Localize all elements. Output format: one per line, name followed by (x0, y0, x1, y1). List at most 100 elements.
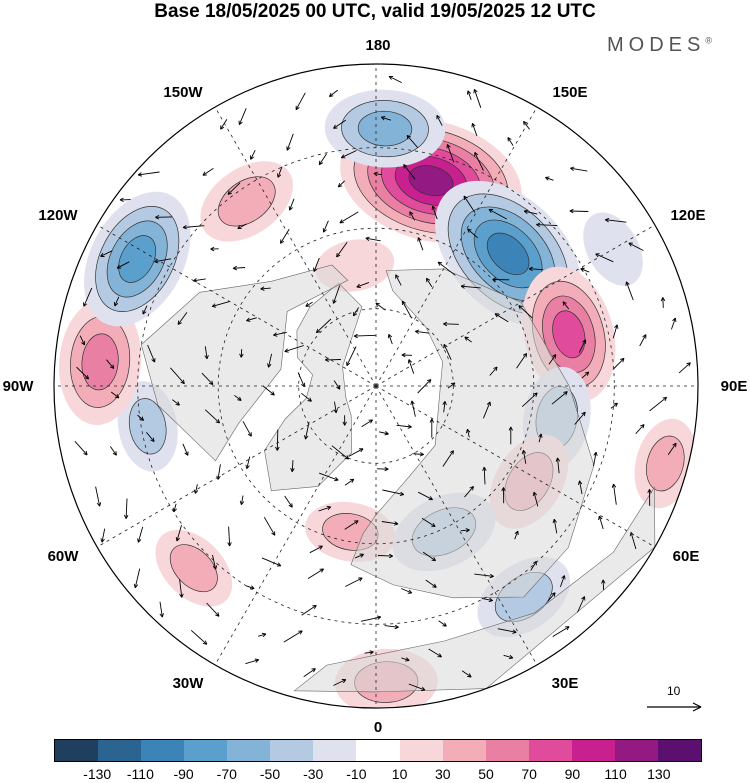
anomaly-contour (118, 235, 157, 283)
wind-arrow (605, 219, 627, 223)
wind-arrowhead (334, 476, 339, 482)
wind-arrow (523, 121, 530, 130)
wind-arrow (177, 312, 188, 325)
landmass (264, 282, 363, 492)
wind-arrowhead (112, 451, 117, 456)
wind-arrowhead (220, 125, 225, 130)
wind-arrowhead (184, 451, 189, 456)
wind-arrowhead (523, 209, 529, 214)
wind-arrow (382, 489, 404, 496)
wind-arrowhead (237, 225, 242, 230)
wind-arrowhead (469, 485, 474, 491)
wind-arrow (146, 432, 155, 442)
wind-arrowhead (368, 419, 373, 424)
wind-arrowhead (175, 537, 181, 542)
wind-arrow (514, 530, 519, 540)
colorbar-segment (614, 740, 658, 761)
wind-arrowhead (340, 154, 346, 159)
wind-arrow (378, 431, 389, 435)
wind-arrow (602, 579, 605, 591)
wind-arrow (341, 150, 357, 159)
wind-arrowhead (387, 333, 393, 339)
wind-arrowhead (250, 155, 255, 160)
wind-arrow (206, 602, 220, 617)
lon-label-90w: 90W (3, 378, 35, 395)
wind-arrowhead (625, 281, 630, 286)
wind-arrow (432, 205, 438, 220)
wind-arrowhead (429, 418, 435, 423)
wind-arrowhead (595, 253, 600, 258)
wind-arrowhead (142, 310, 147, 315)
wind-arrowhead (471, 122, 476, 128)
wind-arrowhead (318, 545, 323, 550)
lon-label-120w: 120W (38, 207, 78, 224)
wind-arrow (524, 210, 538, 215)
wind-arrowhead (96, 502, 102, 507)
colorbar-tick-label: 10 (391, 766, 408, 782)
wind-arrowhead (428, 496, 433, 501)
wind-arrowhead (328, 92, 334, 98)
wind-arrow (467, 228, 478, 239)
wind-arrow (411, 400, 416, 417)
wind-arrow (545, 176, 554, 181)
wind-arrowhead (584, 371, 590, 376)
wind-arrowhead (212, 565, 218, 570)
wind-arrowhead (295, 105, 300, 111)
wind-arrowhead (172, 507, 177, 513)
wind-arrow (579, 480, 583, 495)
wind-arrowhead (465, 428, 471, 434)
wind-arrowhead (403, 164, 408, 169)
lon-label-150w: 150W (163, 84, 203, 101)
wind-arrow (345, 577, 363, 587)
wind-arrowhead (565, 626, 570, 631)
wind-arrow (240, 349, 243, 358)
wind-arrow (234, 394, 242, 401)
map-border (53, 63, 699, 709)
wind-arrow (581, 371, 590, 379)
wind-arrow (137, 526, 144, 543)
colorbar-segment (141, 740, 185, 761)
wind-arrowhead (227, 190, 232, 195)
wind-arrowhead (358, 577, 363, 582)
wind-arrow (329, 89, 338, 97)
wind-arrow (384, 625, 399, 628)
colorbar-tick-label: -10 (346, 766, 367, 782)
wind-arrowhead (311, 668, 316, 673)
wind-arrowhead (356, 283, 361, 288)
wind-arrow (201, 372, 214, 385)
wind-arrow (260, 287, 271, 290)
colorbar-tick-label: -70 (216, 766, 237, 782)
colorbar-tick-label: -130 (83, 766, 112, 782)
wind-arrowhead (551, 592, 556, 597)
wind-arrow (173, 503, 177, 512)
wind-arrow (268, 353, 273, 368)
wind-arrowhead (401, 300, 406, 306)
wind-arrow (361, 419, 373, 428)
wind-arrow (318, 472, 339, 481)
wind-arrow (595, 253, 614, 263)
lon-label-120e: 120E (670, 207, 705, 224)
wind-arrowhead (133, 583, 139, 589)
wind-arrow (417, 237, 424, 251)
wind-arrow (301, 605, 317, 616)
wind-arrowhead (315, 328, 321, 334)
wind-arrowhead (570, 166, 575, 171)
wind-arrowhead (409, 211, 414, 216)
wind-arrowhead (303, 435, 309, 440)
wind-arrowhead (512, 629, 517, 634)
wind-arrowhead (399, 491, 405, 497)
wind-arrowhead (307, 397, 312, 402)
wind-arrowhead (662, 396, 668, 402)
wind-arrowhead (204, 354, 209, 360)
wind-arrow (578, 339, 587, 353)
anomaly-contour (486, 232, 530, 276)
wind-arrow (305, 301, 313, 307)
wind-arrowhead (346, 361, 351, 366)
wind-arrow (403, 164, 416, 180)
wind-arrow (202, 168, 214, 176)
wind-arrow (639, 334, 647, 347)
wind-arrow (635, 424, 645, 435)
anomaly-contour (81, 333, 119, 391)
wind-arrowhead (405, 657, 410, 662)
colorbar-segment (227, 740, 271, 761)
